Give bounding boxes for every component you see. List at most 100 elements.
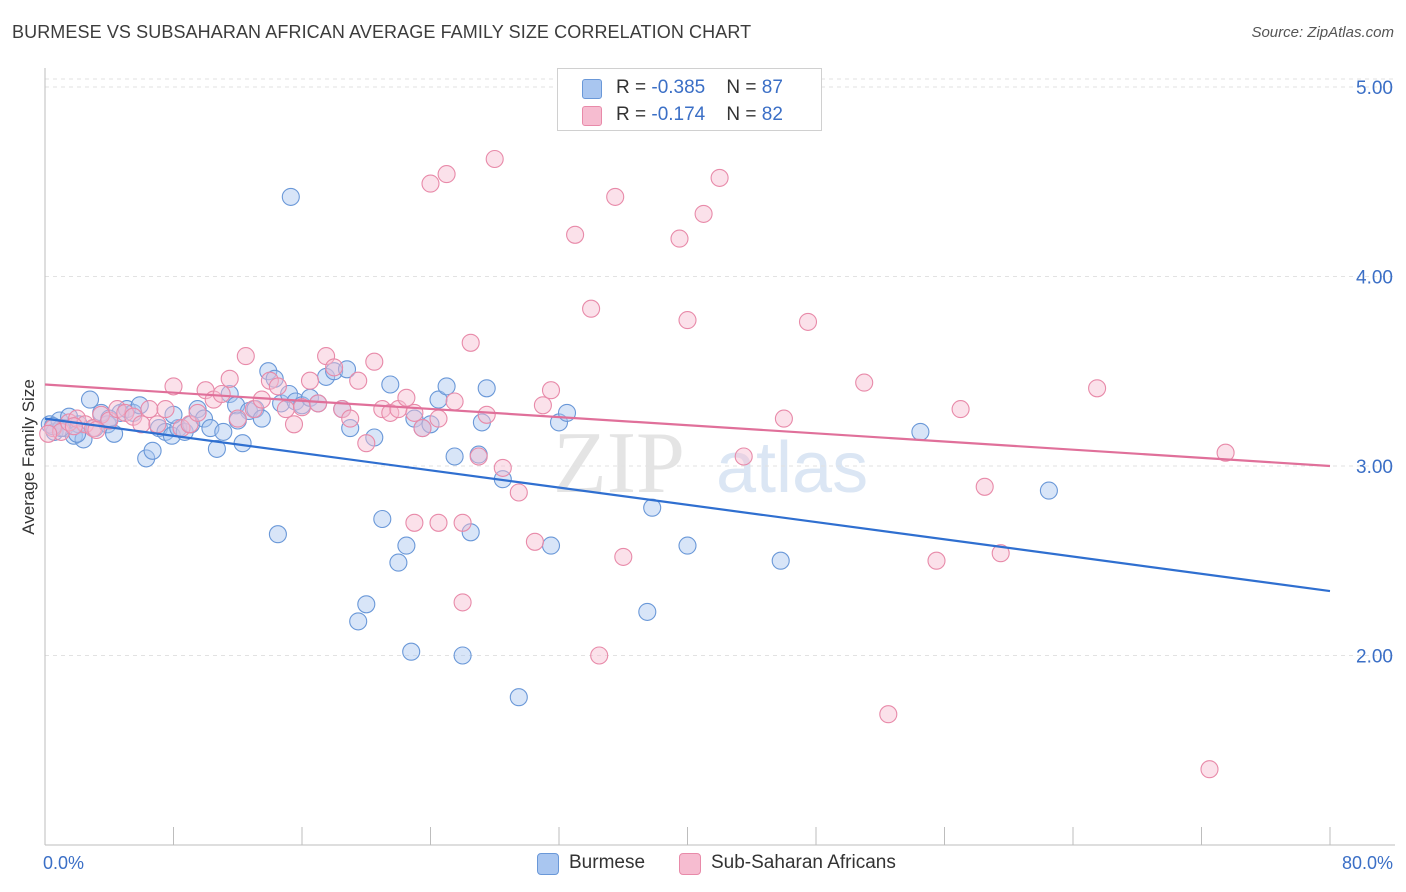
data-point <box>259 362 278 381</box>
bottom-legend-label-subsaharan: Sub-Saharan Africans <box>711 852 896 873</box>
data-point <box>137 449 156 468</box>
bottom-legend-label-burmese: Burmese <box>569 852 646 873</box>
data-point <box>276 400 295 419</box>
data-point <box>402 642 421 661</box>
data-point <box>341 419 360 438</box>
data-point <box>309 394 328 413</box>
data-point <box>453 513 472 532</box>
data-point <box>281 187 300 206</box>
data-point <box>220 369 239 388</box>
n-value: 82 <box>761 104 783 125</box>
axes <box>44 68 1395 846</box>
data-point <box>228 409 247 428</box>
r-value: -0.385 <box>651 77 706 98</box>
watermark-atlas: atlas <box>716 428 868 508</box>
data-point <box>678 311 697 330</box>
y-tick-label: 4.00 <box>1356 267 1393 288</box>
data-point <box>1200 760 1219 779</box>
data-point <box>80 390 100 409</box>
data-point <box>774 409 793 428</box>
data-point <box>397 388 416 407</box>
legend-row-burmese: R = -0.385 N = 87 <box>582 77 783 101</box>
data-point <box>373 509 392 529</box>
legend-text-subsaharan: R = -0.174 N = 82 <box>616 104 783 126</box>
data-point <box>469 447 488 466</box>
data-point <box>268 525 287 544</box>
data-point <box>694 204 713 223</box>
data-point <box>437 377 456 396</box>
grid-lines <box>45 78 1395 656</box>
data-point <box>453 646 472 665</box>
data-point <box>678 536 697 555</box>
n-value: 87 <box>761 77 783 98</box>
legend-swatch-subsaharan <box>582 106 602 126</box>
data-point <box>236 347 255 366</box>
data-point <box>590 646 609 665</box>
data-point <box>389 553 408 572</box>
x-tick-label: 80.0% <box>1342 853 1393 873</box>
data-point <box>734 447 753 466</box>
data-point <box>541 536 561 555</box>
data-point <box>477 379 496 398</box>
data-point <box>148 415 167 434</box>
data-point <box>445 447 464 466</box>
y-axis-label: Average Family Size <box>19 379 38 535</box>
series-subsaharan-points <box>39 149 1235 779</box>
data-point <box>188 403 207 422</box>
data-point <box>485 149 504 169</box>
data-point <box>212 384 231 404</box>
data-point <box>429 513 448 532</box>
data-point <box>855 373 874 392</box>
data-point <box>437 165 456 184</box>
trend-line <box>44 383 1331 468</box>
data-point <box>268 377 287 396</box>
data-point <box>39 424 58 443</box>
data-point <box>493 458 512 477</box>
chart-title: BURMESE VS SUBSAHARAN AFRICAN AVERAGE FA… <box>12 22 752 42</box>
data-point <box>300 371 320 390</box>
data-point <box>453 593 472 612</box>
r-value: -0.174 <box>651 104 706 125</box>
n-label: N = <box>726 104 762 125</box>
source-label: Source: ZipAtlas.com <box>1251 24 1394 41</box>
data-point <box>207 439 226 458</box>
data-point <box>429 390 448 409</box>
data-point <box>429 409 448 428</box>
data-point <box>879 705 898 724</box>
data-point <box>233 434 252 453</box>
data-point <box>975 477 994 496</box>
stats-legend: R = -0.385 N = 87 R = -0.174 N = 82 <box>557 68 822 131</box>
data-point <box>582 299 601 318</box>
data-point <box>991 544 1010 563</box>
data-point <box>413 419 432 438</box>
data-point <box>357 595 376 614</box>
legend-swatch-burmese <box>582 79 602 99</box>
r-label: R = <box>616 104 652 125</box>
data-point <box>64 417 83 436</box>
data-point <box>143 441 162 460</box>
data-point <box>405 513 424 532</box>
data-point <box>349 612 368 631</box>
data-point <box>140 400 159 419</box>
bottom-legend-swatch-burmese <box>537 853 559 875</box>
data-point <box>349 371 368 390</box>
data-point <box>1216 443 1235 462</box>
watermark: ZIP atlas <box>553 415 868 512</box>
bottom-legend-swatch-subsaharan <box>679 853 701 875</box>
data-point <box>188 400 207 419</box>
data-point <box>156 400 175 419</box>
data-point <box>284 415 304 434</box>
data-point <box>1088 379 1107 398</box>
data-point <box>798 312 818 331</box>
y-tick-label: 2.00 <box>1356 646 1393 667</box>
data-point <box>566 225 585 244</box>
data-point <box>477 405 496 424</box>
data-point <box>365 352 384 371</box>
data-point <box>606 187 625 206</box>
data-point <box>911 422 930 441</box>
data-point <box>509 483 528 502</box>
data-point <box>670 229 689 248</box>
data-point <box>951 400 970 419</box>
watermark-zip: ZIP <box>553 415 685 512</box>
